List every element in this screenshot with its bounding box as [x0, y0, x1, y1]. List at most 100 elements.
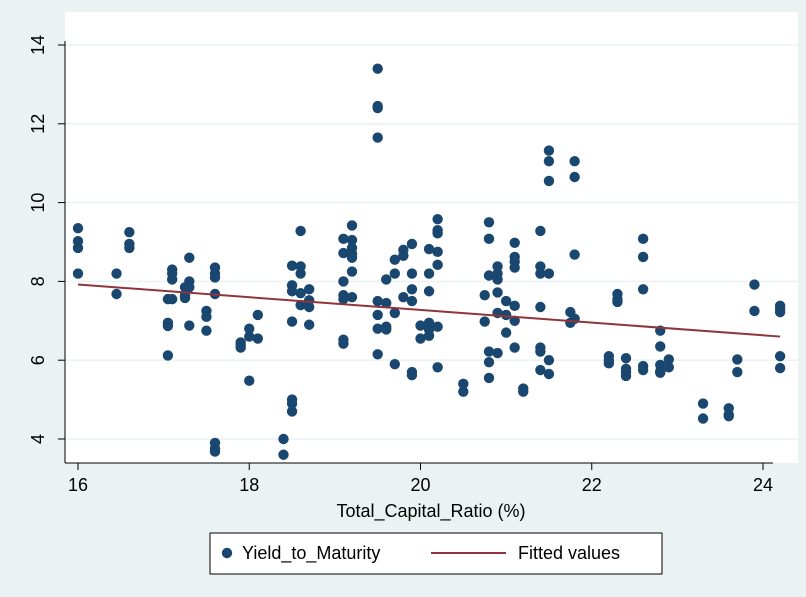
scatter-point — [286, 398, 298, 409]
scatter-point — [655, 341, 666, 352]
scatter-point — [509, 300, 520, 312]
scatter-point — [483, 233, 495, 245]
scatter-point — [406, 268, 418, 279]
scatter-point — [458, 378, 469, 390]
scatter-point — [535, 268, 546, 279]
scatter-point — [252, 333, 264, 344]
scatter-point — [124, 226, 135, 238]
fitted-line — [77, 283, 781, 338]
scatter-point — [732, 366, 743, 378]
scatter-point — [406, 284, 418, 295]
scatter-point — [432, 259, 443, 271]
scatter-point — [509, 342, 520, 353]
scatter-point — [432, 362, 443, 373]
scatter-point — [509, 262, 520, 273]
scatter-point — [483, 372, 495, 384]
scatter-point — [483, 356, 495, 368]
scatter-point — [432, 228, 443, 239]
scatter-point — [184, 252, 195, 263]
scatter-point — [278, 449, 289, 460]
plot-area — [65, 12, 798, 463]
scatter-point — [423, 330, 435, 341]
scatter-point — [303, 319, 315, 330]
scatter-point — [723, 410, 734, 422]
scatter-point — [432, 246, 443, 258]
scatter-point — [209, 272, 221, 283]
scatter-point — [535, 364, 546, 376]
scatter-point — [697, 413, 709, 424]
scatter-point — [543, 175, 555, 187]
scatter-point — [286, 316, 298, 327]
x-tick-label: 20 — [410, 475, 430, 495]
scatter-point — [569, 249, 580, 260]
scatter-point — [209, 446, 221, 457]
scatter-point — [303, 301, 315, 313]
scatter-point — [458, 386, 469, 397]
scatter-point — [111, 268, 122, 279]
scatter-point — [389, 307, 401, 319]
scatter-point — [295, 299, 306, 311]
legend-label-yield: Yield_to_Maturity — [242, 543, 380, 564]
scatter-point — [509, 315, 520, 326]
x-tick-label: 22 — [582, 475, 602, 495]
scatter-point — [72, 242, 84, 254]
scatter-point — [535, 301, 546, 313]
scatter-point — [111, 288, 122, 300]
scatter-point — [500, 309, 512, 321]
scatter-point — [749, 279, 760, 290]
scatter-point — [423, 286, 435, 297]
scatter-point — [492, 287, 503, 298]
scatter-point — [620, 353, 632, 364]
scatter-point — [295, 268, 306, 279]
scatter-point — [286, 406, 298, 417]
scatter-point — [732, 354, 743, 365]
scatter-point — [278, 433, 289, 445]
scatter-point — [423, 268, 435, 279]
scatter-point — [479, 316, 490, 327]
scatter-point — [518, 386, 529, 397]
scatter-point — [346, 234, 358, 246]
scatter-point — [252, 309, 264, 321]
scatter-point — [620, 370, 632, 382]
y-tick-label: 8 — [28, 276, 48, 286]
scatter-point — [543, 156, 555, 167]
scatter-point — [663, 362, 675, 373]
scatter-points — [72, 63, 786, 460]
scatter-point — [286, 286, 298, 297]
scatter-point — [372, 349, 383, 360]
scatter-point — [389, 358, 401, 370]
y-tick-label: 6 — [28, 355, 48, 365]
scatter-point — [655, 367, 666, 379]
scatter-point — [381, 324, 392, 335]
scatter-point — [603, 358, 615, 369]
scatter-point — [543, 368, 555, 380]
scatter-point — [569, 171, 580, 183]
scatter-point — [72, 268, 84, 279]
scatter-point — [637, 284, 649, 295]
scatter-point — [569, 156, 580, 167]
scatter-point — [415, 333, 426, 344]
scatter-point — [663, 354, 675, 365]
y-tick-label: 14 — [28, 35, 48, 55]
x-tick-label: 24 — [753, 475, 773, 495]
scatter-point — [509, 237, 520, 248]
scatter-point — [381, 274, 392, 285]
scatter-point — [423, 243, 435, 255]
scatter-point — [346, 291, 358, 303]
scatter-point — [235, 342, 246, 353]
scatter-point — [543, 268, 555, 279]
scatter-point — [179, 292, 191, 304]
legend-label-fitted: Fitted values — [518, 543, 620, 563]
legend: Yield_to_Maturity Fitted values — [209, 532, 663, 575]
scatter-point — [372, 132, 383, 143]
scatter-point — [543, 355, 555, 366]
scatter-point — [244, 323, 255, 334]
scatter-point — [295, 225, 306, 237]
legend-marker-yield — [221, 547, 233, 559]
scatter-point — [72, 223, 84, 234]
scatter-point — [244, 375, 255, 386]
scatter-point — [381, 297, 392, 309]
scatter-point — [398, 291, 409, 303]
scatter-point — [637, 251, 649, 263]
